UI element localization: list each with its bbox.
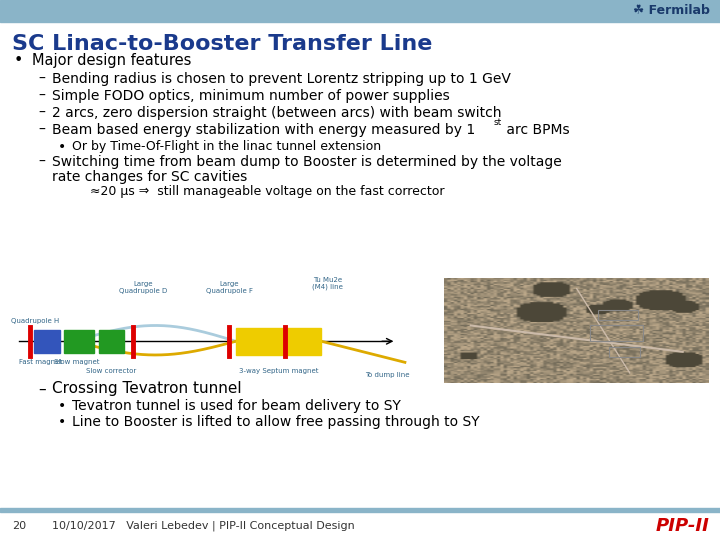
Text: Major design features: Major design features: [32, 53, 192, 68]
Text: Large
Quadrupole F: Large Quadrupole F: [206, 281, 253, 294]
Text: •: •: [58, 415, 66, 429]
Text: Line to Booster is lifted to allow free passing through to SY: Line to Booster is lifted to allow free …: [72, 415, 480, 429]
Text: st: st: [494, 118, 503, 127]
Text: PIP-II: PIP-II: [656, 517, 710, 535]
Text: 3-way Septum magnet: 3-way Septum magnet: [239, 368, 318, 374]
Text: Slow corrector: Slow corrector: [86, 368, 137, 374]
Bar: [64, 330, 94, 353]
Bar: [99, 330, 125, 353]
Text: Tu Mu2e
(M4) line: Tu Mu2e (M4) line: [312, 276, 343, 290]
Text: arc BPMs: arc BPMs: [502, 123, 570, 137]
Text: –: –: [38, 155, 45, 169]
Text: ☘ Fermilab: ☘ Fermilab: [633, 4, 710, 17]
Bar: [590, 326, 643, 341]
Text: –: –: [38, 123, 45, 137]
Bar: [0, 508, 720, 512]
Text: Fast magnet: Fast magnet: [19, 360, 63, 366]
Text: Tevatron tunnel is used for beam delivery to SY: Tevatron tunnel is used for beam deliver…: [72, 400, 401, 414]
Text: Quadrupole H: Quadrupole H: [11, 319, 59, 325]
Text: 10/10/2017   Valeri Lebedev | PIP-II Conceptual Design: 10/10/2017 Valeri Lebedev | PIP-II Conce…: [52, 521, 355, 531]
Text: Large
Quadrupole D: Large Quadrupole D: [120, 281, 168, 294]
Bar: [235, 328, 321, 355]
Text: Simple FODO optics, minimum number of power supplies: Simple FODO optics, minimum number of po…: [52, 89, 450, 103]
Text: Or by Time-Of-Flight in the linac tunnel extension: Or by Time-Of-Flight in the linac tunnel…: [72, 140, 381, 153]
Text: –: –: [38, 381, 45, 396]
Text: Switching time from beam dump to Booster is determined by the voltage: Switching time from beam dump to Booster…: [52, 155, 562, 169]
Text: –: –: [38, 106, 45, 120]
Text: 20: 20: [12, 521, 26, 531]
Text: •: •: [58, 400, 66, 414]
Text: Beam based energy stabilization with energy measured by 1: Beam based energy stabilization with ene…: [52, 123, 475, 137]
Text: –: –: [38, 72, 45, 86]
Bar: [0, 0, 720, 22]
Text: 2 arcs, zero dispersion straight (between arcs) with beam switch: 2 arcs, zero dispersion straight (betwee…: [52, 106, 502, 120]
Text: To dump line: To dump line: [366, 372, 410, 378]
Text: rate changes for SC cavities: rate changes for SC cavities: [52, 170, 247, 184]
Text: Bending radius is chosen to prevent Lorentz stripping up to 1 GeV: Bending radius is chosen to prevent Lore…: [52, 72, 511, 86]
Text: Slow magnet: Slow magnet: [55, 360, 100, 366]
Bar: [35, 330, 60, 353]
Text: •: •: [58, 140, 66, 154]
Bar: [608, 347, 640, 357]
Text: SC Linac-to-Booster Transfer Line: SC Linac-to-Booster Transfer Line: [12, 34, 433, 54]
Text: Crossing Tevatron tunnel: Crossing Tevatron tunnel: [52, 381, 242, 396]
Bar: [598, 310, 638, 320]
Text: –: –: [38, 89, 45, 103]
Text: ≈20 μs ⇒  still manageable voltage on the fast corrector: ≈20 μs ⇒ still manageable voltage on the…: [90, 185, 444, 198]
Text: •: •: [14, 53, 23, 68]
